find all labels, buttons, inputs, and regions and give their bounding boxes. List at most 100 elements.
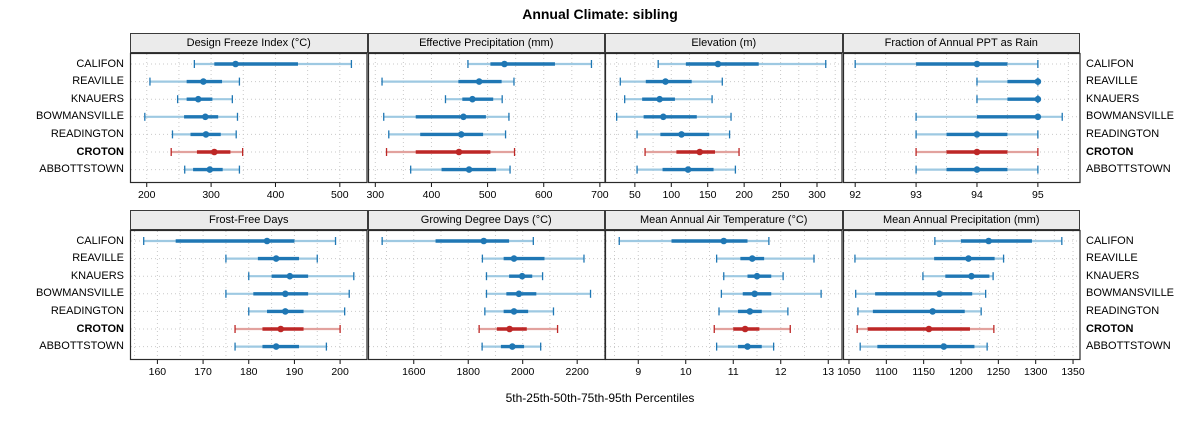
series-readington [171,130,237,139]
series-califon [466,60,592,68]
median-dot [964,255,972,262]
x-tick-label: 50 [629,189,641,201]
series-readington [387,130,506,139]
panel-background [842,53,1080,183]
median-dot [684,166,692,173]
median-dot [465,166,472,173]
median-dot [656,95,663,103]
series-abbottstown [184,165,241,174]
median-dot [211,148,218,156]
location-label-knauers-right: KNAUERS [1086,269,1140,282]
location-label-califon-right: CALIFON [1086,57,1134,70]
location-label-califon-left: CALIFON [76,234,124,247]
series-bowmansville [485,289,591,298]
series-califon [933,237,1062,245]
median-dot [973,131,980,138]
x-tick-label: 94 [971,189,983,201]
median-dot [206,166,214,173]
location-label-califon-left: CALIFON [76,57,124,70]
panel-border [129,52,368,184]
median-dot [751,290,758,298]
series-bowmansville [225,289,350,298]
x-tick-label: 1050 [837,366,861,378]
x-tick-label: 100 [663,189,681,201]
series-califon [381,237,534,245]
series-knauers [176,95,233,104]
location-label-readington-left: READINGTON [50,304,124,317]
median-dot [286,272,294,280]
median-dot [194,95,202,103]
series-califon [657,60,827,68]
median-dot [940,343,947,350]
series-bowmansville [144,112,239,121]
series-knauers [921,272,994,281]
series-croton [170,148,244,156]
x-tick-label: 1150 [912,366,935,378]
median-dot [475,78,482,85]
series-abbottstown [914,165,1039,174]
series-bowmansville [616,112,732,121]
series-abbottstown [715,342,775,351]
x-tick-label: 11 [728,366,739,378]
median-dot [967,272,975,280]
panel-plot-growing-degree-days-c: 1600 1800 2000 2200 [367,229,606,378]
panel-background [367,53,605,183]
series-reaville [975,77,1041,86]
panel-border [367,52,606,184]
median-dot [281,290,289,298]
median-dot [455,148,462,156]
location-label-readington-left: READINGTON [50,127,124,140]
median-dot [200,78,207,85]
x-tick-label: 1100 [875,366,898,378]
panel-border [842,229,1081,361]
median-dot [659,113,667,121]
location-label-knauers-left: KNAUERS [70,92,124,105]
location-label-bowmansville-right: BOWMANSVILLE [1086,110,1175,123]
x-tick-label: 200 [735,189,753,201]
location-label-abbottstown-right: ABBOTTSTOWN [1086,340,1171,353]
location-label-croton-right: CROTON [1086,322,1134,335]
x-tick-label: 200 [331,366,349,378]
series-knauers [975,95,1041,104]
panel-border [842,52,1081,184]
x-tick-label: 160 [149,366,167,378]
series-knauers [624,95,713,104]
median-dot [518,272,525,280]
panel-plot-frost-free-days: 160 170 180 190 200 [129,229,368,378]
panel-border [604,229,843,361]
panel-strip: Mean Annual Precipitation (mm) [842,210,1080,230]
median-dot [457,131,465,138]
panel-plot-mean-annual-air-temperature-c: 9 10 11 12 13 [604,229,843,378]
panel-strip: Growing Degree Days (°C) [367,210,605,230]
panel-background [605,53,843,183]
series-croton [713,325,791,333]
x-tick-label: 1800 [456,366,480,378]
median-dot [468,95,476,103]
location-label-croton-left: CROTON [76,145,124,158]
x-tick-label: 300 [808,189,826,201]
median-dot [232,60,239,68]
location-label-abbottstown-left: ABBOTTSTOWN [39,163,124,176]
x-axis-title: 5th-25th-50th-75th-95th Percentiles [505,391,695,405]
panel-strip: Effective Precipitation (mm) [367,33,605,53]
median-dot [202,131,210,138]
location-label-califon-right: CALIFON [1086,234,1134,247]
location-label-bowmansville-left: BOWMANSVILLE [35,287,124,300]
median-dot [746,308,754,315]
median-dot [272,255,280,262]
median-dot [508,343,516,350]
x-tick-label: 300 [202,189,220,201]
panel-plot-elevation-m: 50 100 150 200 250 300 [604,52,843,201]
series-califon [854,60,1039,68]
location-label-knauers-left: KNAUERS [70,269,124,282]
median-dot [1034,95,1041,103]
panel-border [129,229,368,361]
location-label-readington-right: READINGTON [1086,127,1160,140]
series-knauers [248,272,355,281]
series-reaville [715,254,815,263]
panel-strip: Elevation (m) [605,33,843,53]
median-dot [973,166,980,173]
x-tick-label: 700 [591,189,609,201]
series-califon [143,237,337,245]
median-dot [928,308,936,315]
